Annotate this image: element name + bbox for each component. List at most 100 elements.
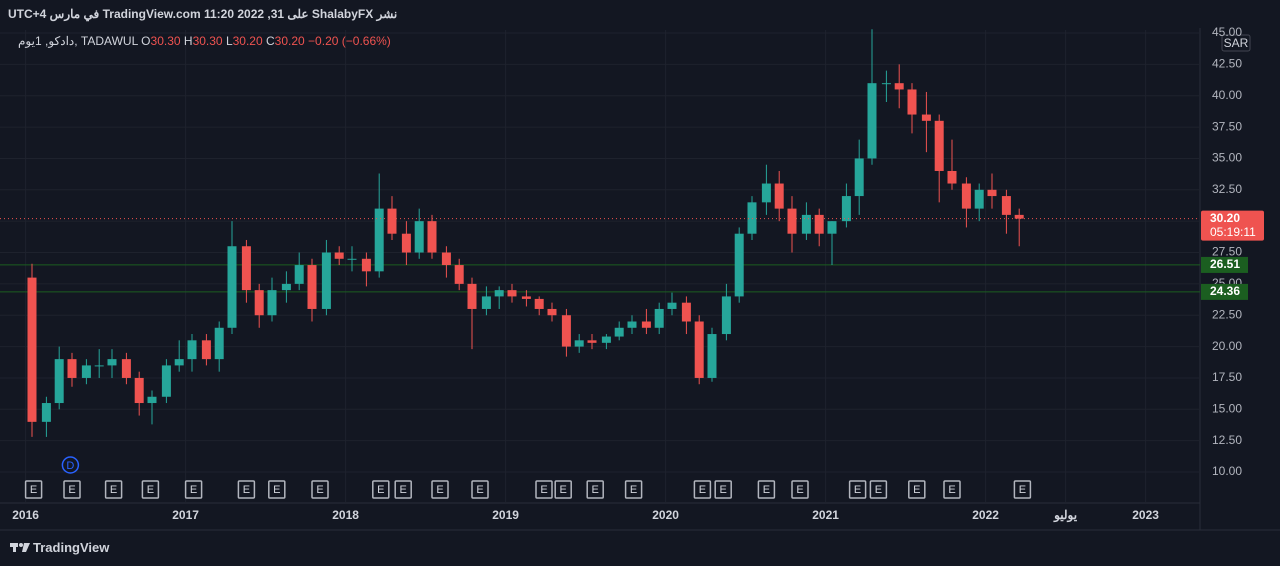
x-tick-label: 2022 — [972, 508, 999, 522]
legend-value: 30.30 — [151, 34, 181, 48]
candle-body — [121, 359, 131, 378]
earnings-label: E — [1019, 484, 1026, 496]
candle-body — [707, 334, 717, 378]
candle-body — [201, 340, 211, 360]
candle-body — [734, 233, 744, 297]
y-tick-label: 32.50 — [1212, 182, 1242, 196]
candle-body — [987, 189, 997, 197]
candle-body — [214, 327, 224, 360]
earnings-label: E — [400, 484, 407, 496]
y-tick-label: 17.50 — [1212, 370, 1242, 384]
y-tick-label: 12.50 — [1212, 433, 1242, 447]
candle-body — [441, 252, 451, 266]
candle-body — [307, 265, 317, 309]
legend-value: 30.30 — [193, 34, 223, 48]
logo — [10, 543, 30, 552]
candle-body — [147, 396, 157, 404]
earnings-marker — [869, 480, 888, 499]
earnings-marker — [431, 480, 449, 499]
candle-body — [814, 214, 824, 234]
candle-body — [161, 365, 171, 397]
legend-value: 30.20 — [275, 34, 305, 48]
earnings-marker — [943, 480, 961, 499]
footer-brand: TradingView — [33, 540, 110, 555]
candle-body — [321, 252, 331, 309]
candle-body — [561, 315, 571, 347]
candle-body — [187, 340, 197, 360]
earnings-marker — [848, 480, 867, 499]
legend-key: O — [141, 34, 150, 48]
candle-body — [881, 83, 891, 85]
earnings-label: E — [913, 484, 920, 496]
earnings-marker — [104, 480, 123, 499]
y-tick-label: 10.00 — [1212, 464, 1242, 478]
symbol-legend: دادكو, 1يوم, TADAWUL O30.30 H30.30 L30.2… — [18, 34, 391, 48]
last-price-badge — [1201, 210, 1264, 241]
earnings-marker — [554, 480, 572, 499]
earnings-marker — [471, 480, 489, 499]
currency: SAR — [1224, 36, 1249, 50]
earnings-label: E — [147, 484, 154, 496]
candle-body — [414, 221, 424, 253]
y-tick-label: 40.00 — [1212, 88, 1242, 102]
y-tick-label: 37.50 — [1212, 119, 1242, 133]
candle-body — [961, 183, 971, 209]
candle-body — [774, 183, 784, 209]
candle-body — [841, 196, 851, 222]
earnings-label: E — [68, 484, 75, 496]
candle-body — [934, 120, 944, 171]
last-price-label: 30.20 — [1210, 211, 1240, 225]
earnings-marker — [624, 480, 643, 499]
earnings-label: E — [273, 484, 280, 496]
candle-body — [947, 170, 957, 184]
earnings-label: E — [110, 484, 117, 496]
earnings-marker — [714, 480, 732, 499]
x-tick-label: 2019 — [492, 508, 519, 522]
x-tick-label: 2018 — [332, 508, 359, 522]
earnings-label: E — [377, 484, 384, 496]
dividend-label: D — [66, 460, 74, 472]
x-tick-label: 2020 — [652, 508, 679, 522]
candle-body — [174, 359, 184, 366]
candle-body — [627, 321, 637, 328]
currency-badge — [1221, 34, 1251, 52]
candle-body — [467, 283, 477, 309]
y-tick-label: 20.00 — [1212, 339, 1242, 353]
candle-body — [241, 246, 251, 291]
legend-key: L — [226, 34, 233, 48]
candle-body — [747, 202, 757, 234]
earnings-marker — [791, 480, 809, 499]
candle-body — [827, 221, 837, 234]
candle-body — [494, 290, 504, 297]
earnings-marker — [535, 480, 553, 499]
y-tick-label: 45.00 — [1212, 25, 1242, 39]
legend-change-pct: (−0.66%) — [342, 34, 391, 48]
countdown: 05:19:11 — [1210, 225, 1256, 239]
candle-body — [907, 89, 917, 115]
x-tick-label: 2017 — [172, 508, 199, 522]
earnings-marker — [141, 480, 160, 499]
earnings-marker — [237, 480, 256, 499]
candle-body — [107, 359, 117, 366]
candle-body — [521, 296, 531, 299]
x-tick-label: 2023 — [1132, 508, 1159, 522]
candle-body — [574, 340, 584, 347]
earnings-marker — [63, 480, 81, 499]
earnings-label: E — [763, 484, 770, 496]
earnings-marker — [24, 480, 43, 499]
candle-body — [854, 158, 864, 197]
earnings-label: E — [720, 484, 727, 496]
earnings-label: E — [560, 484, 567, 496]
candle-body — [974, 189, 984, 209]
candle-body — [67, 359, 77, 378]
earnings-label: E — [190, 484, 197, 496]
earnings-marker — [184, 480, 203, 499]
candle-body — [587, 340, 597, 343]
price-line-label: 26.51 — [1210, 257, 1240, 271]
y-tick-label: 35.00 — [1212, 151, 1242, 165]
candle-body — [601, 336, 611, 343]
candle-body — [481, 296, 491, 309]
candle-body — [281, 283, 291, 291]
